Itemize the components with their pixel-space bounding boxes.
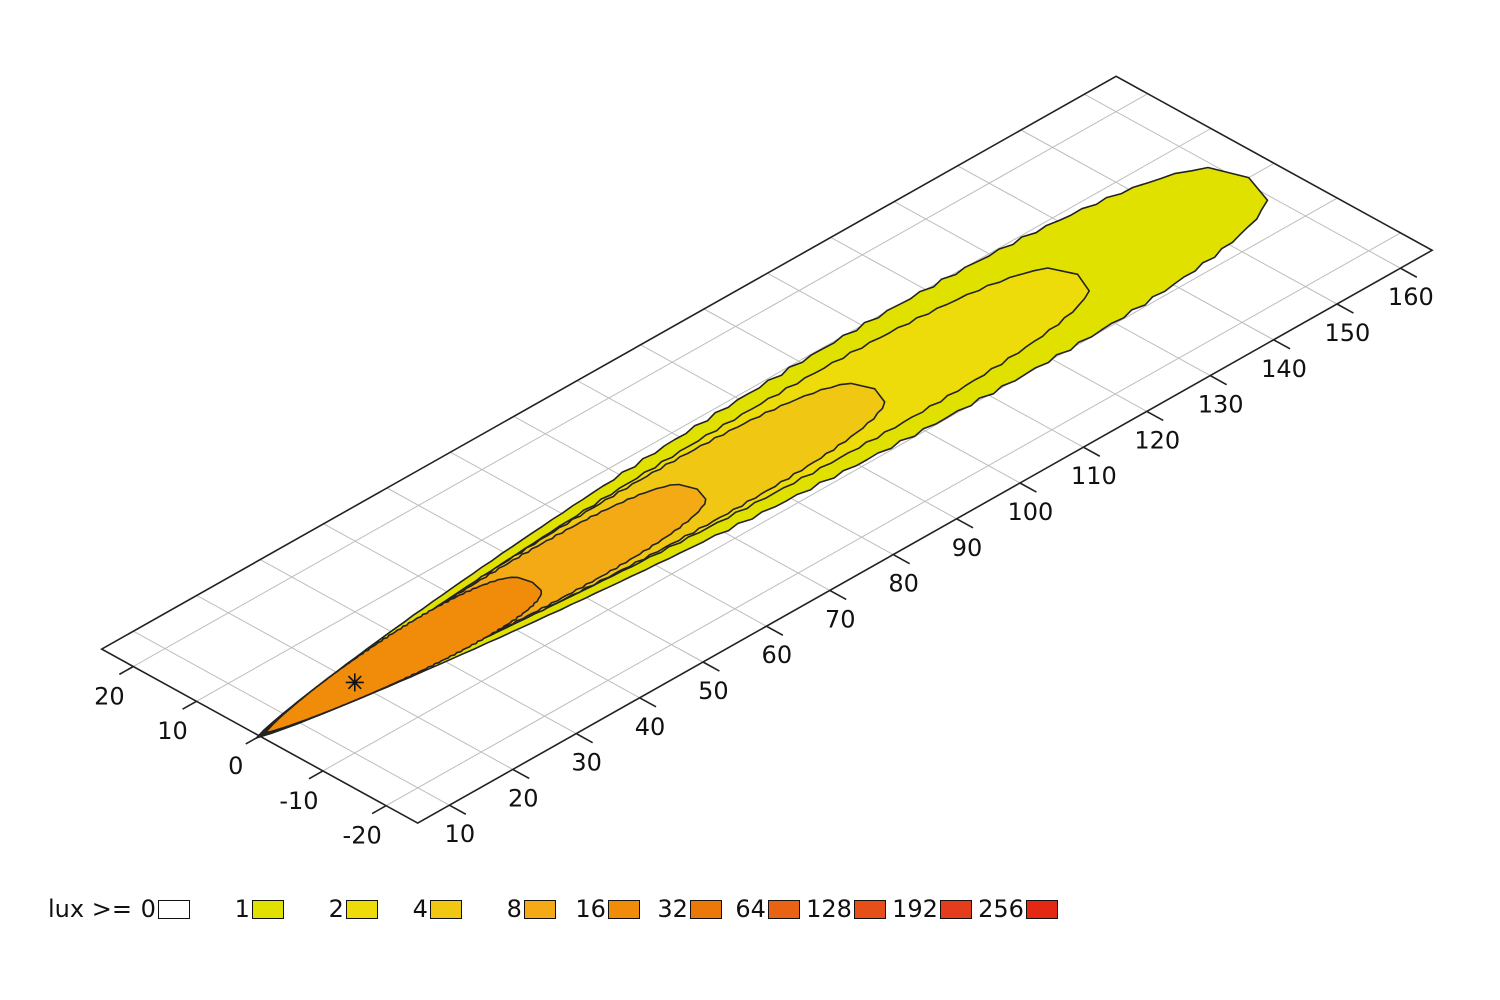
legend-item-label: 1 [234,895,250,923]
distance-tick-mark [1146,410,1164,422]
legend-item-label: 16 [575,895,606,923]
distance-tick-mark [1209,374,1228,386]
distance-tick-label: 70 [825,605,856,633]
distance-tick-label: 90 [952,534,983,562]
legend-item-label: 2 [328,895,344,923]
legend-item: 4 [378,895,462,923]
contour-region-16-lux [265,576,543,734]
lateral-tick-label: 20 [94,682,125,710]
distance-tick-mark [575,732,594,744]
legend-swatch [251,899,284,919]
asterisk-stroke [347,675,362,690]
distance-tick-mark [1083,446,1101,457]
legend-item: 0 [138,895,190,923]
legend-swatch [523,899,556,919]
legend-item-label: 128 [806,895,852,923]
lateral-tick-label: 0 [228,752,243,780]
legend-swatch [607,899,640,919]
lateral-tick-mark [182,700,197,710]
distance-tick-mark [956,518,974,529]
legend-item: 8 [462,895,556,923]
luminaire-marker [345,673,364,692]
legend-swatch [853,899,886,919]
lateral-tick-mark [245,735,261,745]
legend: lux >= 0 1 2 4 8 16 32 64 128 192 256 [48,893,1058,925]
distance-tick-mark [766,625,784,636]
distance-tick-label: 130 [1198,391,1244,419]
legend-item: 32 [640,895,722,923]
distance-tick-label: 60 [762,641,793,669]
legend-item-label: 192 [892,895,938,923]
legend-item: 192 [886,895,972,923]
legend-item: 128 [800,895,886,923]
distance-tick-label: 10 [445,820,476,848]
distance-tick-label: 110 [1071,462,1117,490]
distance-tick-label: 120 [1134,426,1180,454]
grid-line [322,197,1338,772]
lateral-tick-mark [308,770,324,780]
legend-prefix: lux >= [48,895,132,923]
distance-tick-label: 40 [635,713,666,741]
legend-swatch [1025,899,1058,919]
distance-tick-mark [1336,303,1354,314]
legend-item: 1 [190,895,284,923]
distance-tick-mark [639,697,657,708]
legend-swatch [345,899,378,919]
distance-tick-label: 150 [1325,319,1371,347]
grid-line [133,93,1148,667]
grid-line [196,128,1212,702]
distance-tick-mark [1400,267,1418,278]
distance-tick-mark [512,768,530,780]
distance-tick-mark [449,804,467,815]
distance-tick-label: 20 [508,784,539,812]
legend-item: 16 [556,895,640,923]
contour-regions [255,166,1269,739]
plot-border [100,75,1434,825]
distance-tick-mark [892,553,911,565]
distance-axis: 10 20 30 40 50 60 70 80 90 100 110 120 130 140 150 160 [445,267,1434,848]
legend-item: 2 [284,895,378,923]
lateral-axis: -20 -10 0 10 20 [94,665,387,850]
legend-item-label: 8 [506,895,522,923]
legend-item-label: 32 [657,895,688,923]
lateral-tick-label: -10 [279,787,318,815]
grid-line [385,232,1401,807]
distance-tick-mark [1273,339,1291,350]
legend-item-label: 64 [735,895,766,923]
lateral-tick-label: 10 [157,717,188,745]
legend-item: 256 [972,895,1058,923]
distance-tick-label: 100 [1008,498,1054,526]
legend-item-label: 4 [412,895,428,923]
distance-tick-label: 80 [888,570,919,598]
legend-item: 64 [722,895,800,923]
distance-tick-mark [1019,482,1037,493]
legend-item-label: 0 [140,895,156,923]
distance-tick-label: 160 [1388,283,1434,311]
distance-tick-label: 30 [571,749,602,777]
plot-frame [100,75,1434,825]
legend-swatch [939,899,972,919]
legend-item-label: 256 [978,895,1024,923]
distance-tick-mark [702,661,720,672]
distance-tick-mark [829,589,847,601]
lateral-tick-mark [371,805,387,815]
lateral-tick-label: -20 [343,822,382,850]
legend-swatch [157,899,190,919]
distance-tick-label: 50 [698,677,729,705]
distance-tick-label: 140 [1261,355,1307,383]
lateral-tick-mark [118,665,134,676]
legend-swatch [429,899,462,919]
legend-swatch [767,899,800,919]
legend-swatch [689,899,722,919]
